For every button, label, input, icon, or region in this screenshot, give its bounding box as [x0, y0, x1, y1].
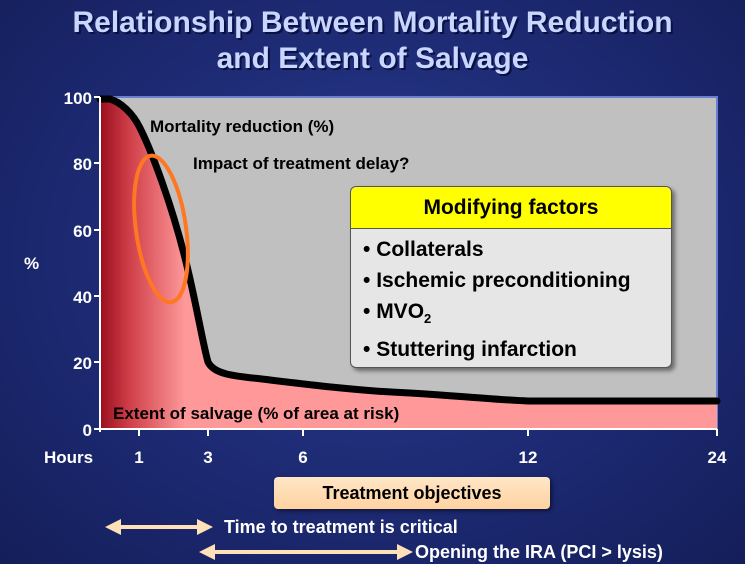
modifying-factors-header: Modifying factors — [351, 187, 671, 229]
x-axis — [100, 428, 718, 436]
y-axis-label: % — [24, 254, 39, 273]
y-tick-label: 20 — [73, 354, 92, 373]
treatment-objectives-box: Treatment objectives — [274, 477, 550, 509]
opening-ira-label: Opening the IRA (PCI > lysis) — [415, 542, 663, 562]
factor-item: • Stuttering infarction — [363, 338, 577, 362]
y-axis — [94, 96, 101, 432]
x-tick-label: 6 — [298, 448, 307, 467]
mvo-subscript: 2 — [424, 311, 432, 327]
y-tick-label: 60 — [73, 222, 92, 241]
y-tick-label: 0 — [83, 421, 92, 440]
factor-item: • Ischemic preconditioning — [363, 269, 631, 292]
factor-item: • MVO2 — [363, 300, 432, 327]
x-axis-label: Hours — [44, 448, 93, 467]
y-tick-label: 40 — [73, 288, 92, 307]
modifying-factors-box: Modifying factors • Collaterals • Ischem… — [350, 186, 672, 368]
salvage-label: Extent of salvage (% of area at risk) — [113, 404, 399, 423]
y-tick-label: 80 — [73, 155, 92, 174]
x-tick-label: 3 — [203, 448, 212, 467]
mortality-curve — [96, 95, 721, 405]
factor-item: • Collaterals — [363, 238, 484, 261]
x-tick-label: 24 — [708, 448, 727, 467]
critical-time-label: Time to treatment is critical — [224, 517, 458, 537]
y-tick-label: 100 — [64, 89, 92, 108]
slide-title-line-1: Relationship Between Mortality Reduction — [72, 6, 673, 39]
x-tick-label: 12 — [519, 448, 538, 467]
treatment-delay-ellipse — [132, 153, 190, 305]
slide-title-line-2: and Extent of Salvage — [216, 42, 529, 75]
x-tick-label: 1 — [134, 448, 143, 467]
treatment-delay-label: Impact of treatment delay? — [193, 154, 409, 173]
mortality-reduction-label: Mortality reduction (%) — [150, 117, 334, 136]
